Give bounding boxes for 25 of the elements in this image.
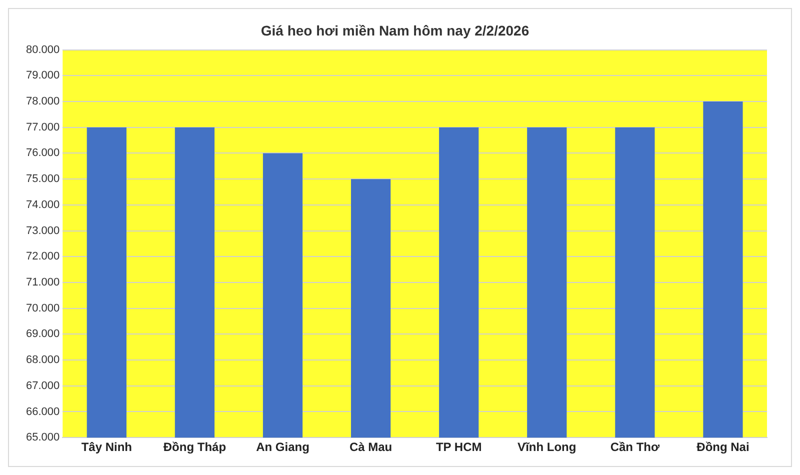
y-tick-label: 69.000	[26, 328, 60, 340]
y-tick-label: 73.000	[26, 224, 60, 237]
x-tick-label: Vĩnh Long	[518, 440, 576, 454]
y-tick-label: 75.000	[26, 173, 60, 186]
y-tick-label: 77.000	[26, 121, 60, 134]
y-tick-label: 66.000	[26, 406, 60, 418]
x-tick-label: Đồng Nai	[696, 440, 750, 454]
y-tick-label: 79.000	[26, 70, 60, 82]
x-tick-label: Cà Mau	[349, 440, 392, 454]
x-tick-label: Đồng Tháp	[163, 440, 226, 454]
y-tick-label: 72.000	[26, 250, 60, 263]
x-tick-label: Cần Thơ	[610, 440, 660, 454]
y-tick-label: 80.000	[26, 44, 60, 56]
y-tick-label: 76.000	[26, 147, 60, 160]
x-tick-label: Tây Ninh	[81, 440, 132, 454]
y-tick-label: 78.000	[26, 96, 60, 108]
y-tick-label: 70.000	[26, 302, 60, 314]
y-tick-label: 74.000	[26, 198, 60, 211]
x-tick-label: An Giang	[256, 440, 310, 454]
y-tick-label: 65.000	[26, 432, 60, 444]
y-tick-label: 67.000	[26, 380, 60, 392]
chart-title: Giá heo hơi miền Nam hôm nay 2/2/2026	[260, 22, 530, 38]
y-tick-label: 71.000	[26, 276, 60, 289]
x-tick-label: TP HCM	[436, 440, 482, 454]
y-tick-label: 68.000	[26, 354, 60, 366]
